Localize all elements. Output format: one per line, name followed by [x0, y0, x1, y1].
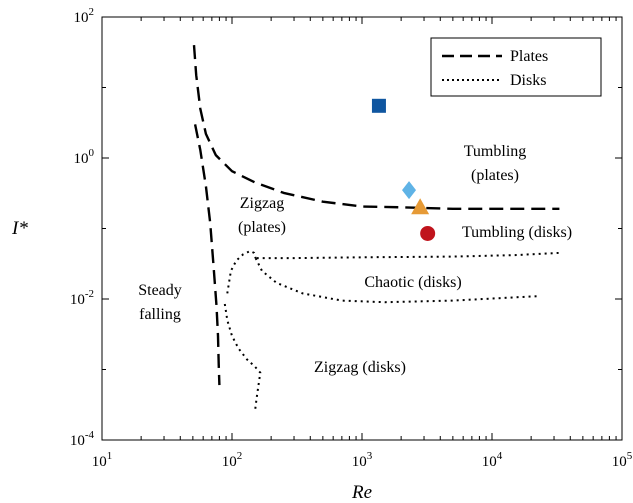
disks-boundary-curve [256, 251, 560, 260]
zigzag-disks-label: Zigzag (disks) [314, 359, 406, 376]
triangle-marker [411, 198, 430, 215]
y-tick-label: 10-4 [70, 429, 95, 449]
plates-boundary-curve [192, 45, 560, 210]
y-tick-label: 10-2 [70, 288, 94, 308]
data-markers [371, 98, 436, 241]
tumbling-disks-label: Tumbling (disks) [462, 224, 572, 241]
legend-plates-label: Plates [510, 48, 548, 65]
circle-marker [420, 225, 436, 241]
zigzag-plates-label: Zigzag (plates) [238, 195, 286, 236]
disks-boundary-curve [226, 250, 257, 294]
legend: Plates Disks [430, 37, 602, 97]
x-tick-label: 102 [222, 450, 243, 470]
legend-disks-label: Disks [510, 72, 546, 89]
x-tick-label: 105 [612, 450, 633, 470]
steady-falling-label: Steady falling [138, 282, 182, 323]
x-tick-label: 101 [92, 450, 113, 470]
x-tick-label: 104 [482, 450, 503, 470]
disks-boundary-curve [223, 303, 262, 413]
region-labels: Tumbling (plates) Zigzag (plates) Tumbling (… [138, 143, 572, 376]
axis-ticks: 101 102 103 104 105 10-4 10-2 100 102 [70, 6, 633, 470]
boundary-curves [192, 45, 560, 413]
chaotic-disks-label: Chaotic (disks) [364, 274, 461, 291]
plates-boundary-curve [193, 124, 221, 386]
y-tick-label: 102 [74, 6, 95, 26]
legend-box [430, 37, 602, 97]
y-tick-label: 100 [74, 147, 95, 167]
square-marker [371, 98, 386, 113]
tumbling-plates-label: Tumbling (plates) [464, 143, 527, 184]
x-tick-label: 103 [352, 450, 373, 470]
diamond-marker [402, 181, 417, 200]
x-axis-label: Re [351, 482, 372, 503]
y-axis-label: I* [11, 218, 28, 239]
